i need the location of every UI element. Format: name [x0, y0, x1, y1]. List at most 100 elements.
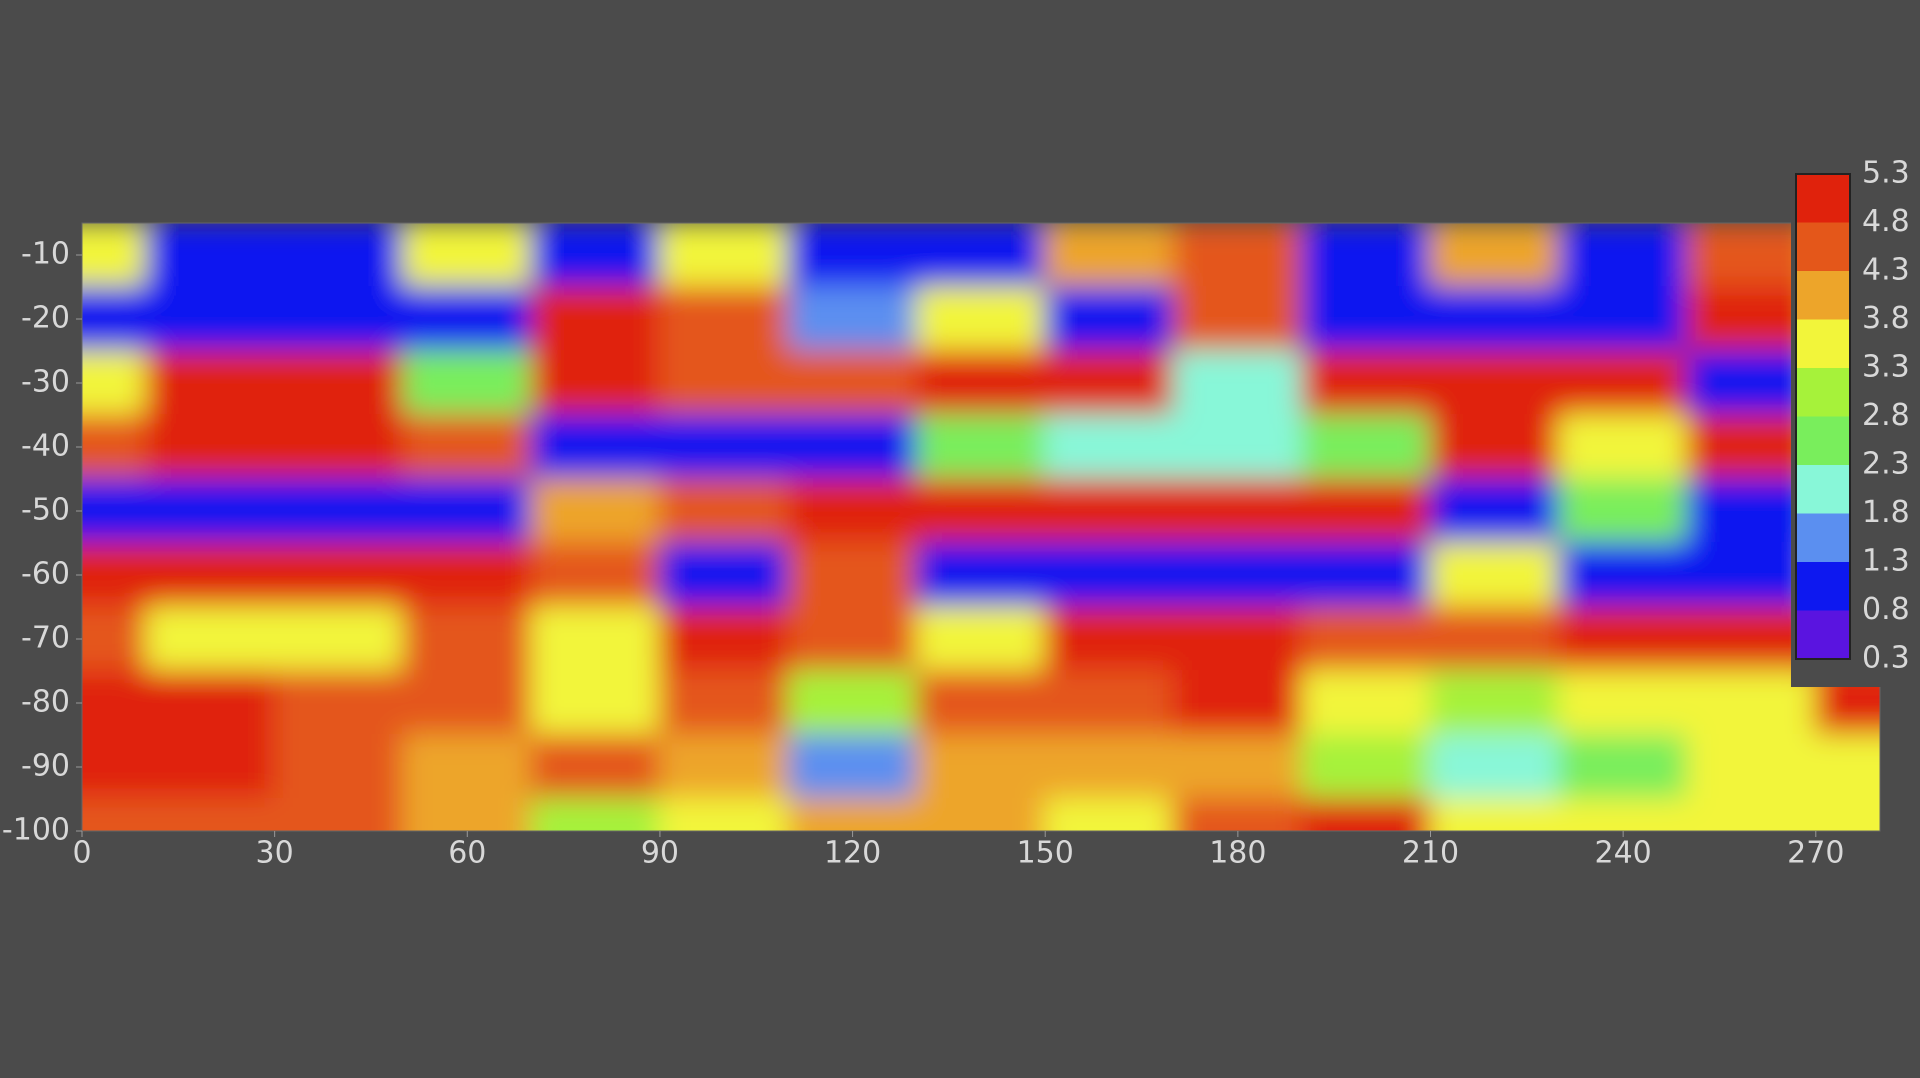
colorbar-band [1796, 271, 1850, 320]
contour-cell [1044, 414, 1175, 480]
contour-cell [787, 798, 918, 831]
x-tick-label: 120 [824, 836, 881, 871]
contour-cell [530, 734, 661, 800]
contour-cell [658, 286, 790, 352]
axes: 0 30 60 90 120 150 180 210 240 270 -10 -20 -30 -40 -50… [2, 222, 1881, 871]
colorbar-label: 4.8 [1862, 204, 1910, 239]
contour-cell [1172, 350, 1304, 416]
contour-cell [1172, 478, 1304, 544]
colorbar-label: 0.8 [1862, 592, 1910, 627]
x-tick-label: 150 [1017, 836, 1074, 871]
contour-cell [530, 286, 661, 352]
contour-cell [787, 223, 918, 288]
contour-cell [145, 286, 276, 352]
colorbar-label: 1.3 [1862, 544, 1910, 579]
x-tick-label: 240 [1595, 836, 1652, 871]
y-tick-label: -70 [21, 621, 70, 656]
contour-cell [1044, 478, 1175, 544]
contour-cell [82, 734, 148, 800]
contour-cell [145, 798, 276, 831]
contour-cell [658, 670, 790, 736]
contour-cell [1044, 350, 1175, 416]
contour-cell [1044, 286, 1175, 352]
contour-cell [82, 223, 148, 288]
y-tick-label: -100 [2, 813, 70, 848]
contour-cell [915, 670, 1047, 736]
colorbar-label: 3.3 [1862, 350, 1910, 385]
contour-cell [1044, 798, 1175, 831]
y-tick-label: -30 [21, 365, 70, 400]
contour-cell [1429, 798, 1560, 831]
contour-cell [402, 670, 533, 736]
contour-cell [1172, 606, 1304, 672]
contour-cell [1557, 606, 1689, 672]
contour-cell [787, 670, 918, 736]
contour-cell [402, 606, 533, 672]
contour-cell [1557, 478, 1689, 544]
contour-cell [1557, 223, 1689, 288]
colorbar-band [1796, 562, 1850, 611]
contour-cell [787, 478, 918, 544]
contour-cell [1301, 542, 1432, 608]
contour-cell [530, 670, 661, 736]
x-tick-label: 210 [1402, 836, 1459, 871]
contour-cell [787, 606, 918, 672]
contour-cell [787, 350, 918, 416]
colorbar-band [1796, 222, 1850, 271]
contour-cell [530, 478, 661, 544]
contour-cell [82, 286, 148, 352]
contour-cell [82, 798, 148, 831]
contour-cell [1172, 670, 1304, 736]
contour-cell [1557, 670, 1689, 736]
colorbar-label: 4.3 [1862, 253, 1910, 288]
x-tick-label: 90 [641, 836, 679, 871]
colorbar-label: 2.3 [1862, 447, 1910, 482]
contour-cell [1301, 414, 1432, 480]
contour-cell [402, 350, 533, 416]
contour-cell [1301, 223, 1432, 288]
x-tick-label: 60 [448, 836, 486, 871]
contour-cell [1172, 286, 1304, 352]
contour-cell [1172, 414, 1304, 480]
contour-cell [145, 734, 276, 800]
contour-cell [145, 223, 276, 288]
colorbar-label: 5.3 [1862, 156, 1910, 191]
colorbar-band [1796, 416, 1850, 465]
contour-cell [530, 798, 661, 831]
contour-cell [915, 734, 1047, 800]
x-tick-label: 30 [256, 836, 294, 871]
contour-cell [273, 223, 405, 288]
contour-cell [915, 223, 1047, 288]
contour-cell [145, 350, 276, 416]
y-tick-label: -50 [21, 493, 70, 528]
contour-cell [273, 606, 405, 672]
x-tick-label: 270 [1787, 836, 1844, 871]
contour-cell [915, 286, 1047, 352]
contour-cell [658, 734, 790, 800]
contour-cell [658, 542, 790, 608]
contour-cell [1301, 478, 1432, 544]
contour-cell [1301, 606, 1432, 672]
contour-cell [402, 286, 533, 352]
colorbar-band [1796, 513, 1850, 562]
contour-cell [915, 542, 1047, 608]
contour-cell [787, 734, 918, 800]
colorbar-band [1796, 610, 1850, 659]
contour-cell [1429, 542, 1560, 608]
contour-cell [273, 350, 405, 416]
x-tick-label: 0 [72, 836, 91, 871]
contour-cell [787, 542, 918, 608]
contour-cell [915, 798, 1047, 831]
contour-cell [273, 542, 405, 608]
colorbar-label: 0.3 [1862, 641, 1910, 676]
contour-cell [915, 350, 1047, 416]
contour-cell [787, 286, 918, 352]
contour-cell [1557, 286, 1689, 352]
contour-cell [145, 542, 276, 608]
contour-cell [273, 798, 405, 831]
contour-cell [82, 414, 148, 480]
colorbar: 0.3 0.8 1.3 1.8 2.3 2.8 3.3 3.8 4.3 4.8 5.3 [1795, 156, 1910, 676]
colorbar-frame [1795, 173, 1851, 660]
contour-cell [915, 606, 1047, 672]
contour-cell [1429, 350, 1560, 416]
